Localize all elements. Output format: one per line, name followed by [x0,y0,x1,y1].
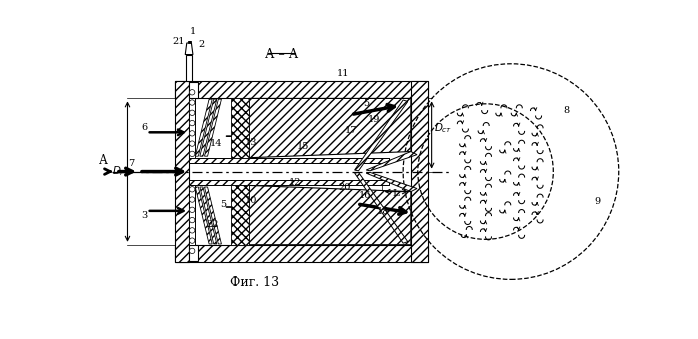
Circle shape [189,197,195,202]
Circle shape [189,100,195,105]
Text: 15: 15 [297,142,309,151]
Circle shape [189,131,195,136]
Polygon shape [189,245,198,261]
Text: 18: 18 [377,207,389,216]
Polygon shape [189,158,389,163]
Polygon shape [175,81,428,245]
Text: 9: 9 [594,197,600,206]
Polygon shape [200,99,217,156]
Text: 3: 3 [141,211,147,220]
Polygon shape [189,185,195,245]
Text: 6: 6 [142,123,147,132]
Text: 1: 1 [190,27,196,36]
Circle shape [189,110,195,116]
Polygon shape [366,172,417,192]
Polygon shape [232,185,249,245]
Polygon shape [175,245,428,262]
Text: 19: 19 [368,115,380,124]
Polygon shape [366,152,417,171]
Polygon shape [195,187,212,244]
Circle shape [189,228,195,233]
Polygon shape [189,82,198,98]
Polygon shape [189,158,389,163]
Text: 2: 2 [198,40,205,49]
Polygon shape [355,172,408,243]
Text: 5: 5 [363,99,369,107]
Polygon shape [205,187,221,244]
Circle shape [189,207,195,213]
Circle shape [189,248,195,254]
Polygon shape [195,99,212,156]
Polygon shape [186,55,192,81]
Polygon shape [189,180,389,185]
Text: 17: 17 [345,126,357,135]
Text: 12: 12 [289,178,302,187]
Text: 11: 11 [337,69,349,78]
Circle shape [189,141,195,146]
Text: А: А [98,154,107,167]
Polygon shape [411,81,428,262]
Circle shape [189,217,195,223]
Text: 21: 21 [172,37,184,46]
Circle shape [189,120,195,126]
Text: 20: 20 [339,183,351,192]
Polygon shape [249,185,411,245]
Polygon shape [200,187,217,244]
Text: 7: 7 [128,159,135,168]
Polygon shape [185,43,193,55]
Text: 10: 10 [244,196,257,205]
Polygon shape [189,98,195,158]
Polygon shape [175,81,428,98]
Circle shape [189,186,195,192]
Polygon shape [249,98,411,158]
Text: L: L [393,189,400,198]
Text: $D_{ст}$: $D_{ст}$ [434,122,452,135]
Polygon shape [175,81,189,262]
Text: $D_г$: $D_г$ [112,165,126,178]
Polygon shape [355,100,408,171]
Text: А – А: А – А [265,47,298,61]
Text: 14: 14 [210,139,222,148]
Circle shape [189,151,195,157]
Polygon shape [232,98,249,158]
Circle shape [189,89,195,95]
Text: 13: 13 [244,138,257,147]
Text: 8: 8 [563,106,570,115]
Polygon shape [188,37,191,43]
Circle shape [189,238,195,243]
Text: 5: 5 [220,200,226,209]
Text: 16: 16 [359,191,371,200]
Text: Фиг. 13: Фиг. 13 [230,276,279,290]
Polygon shape [205,99,221,156]
Text: 22: 22 [206,220,218,229]
